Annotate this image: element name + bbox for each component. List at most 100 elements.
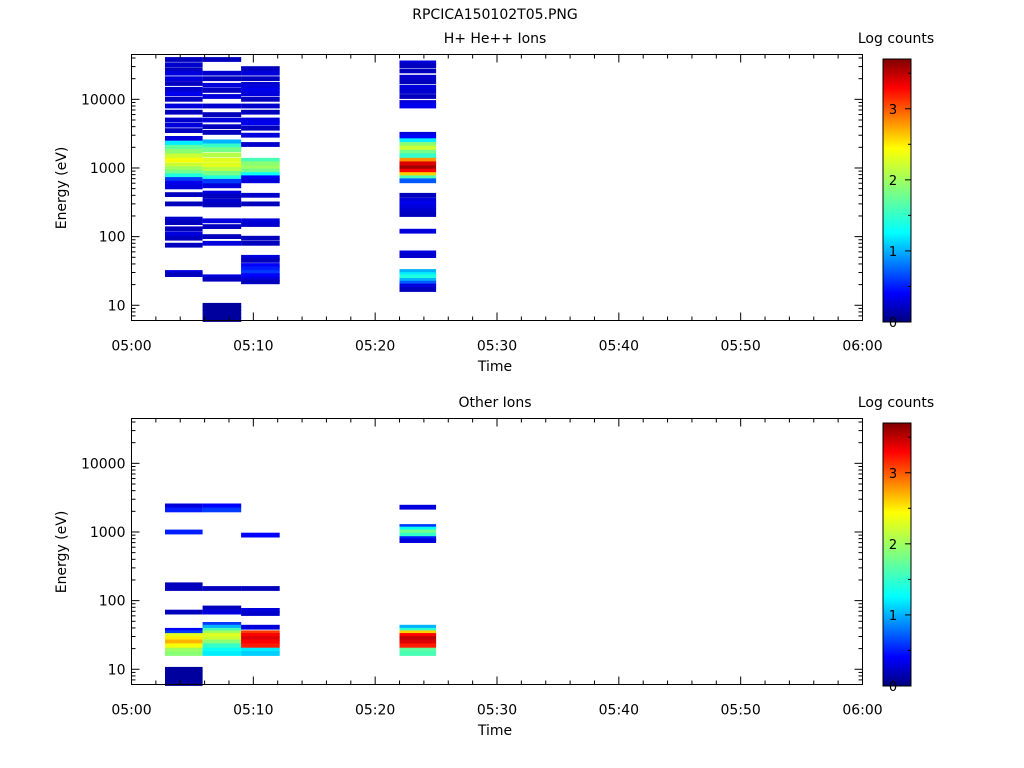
heatmap-cell: [165, 582, 203, 588]
heatmap-cell: [241, 201, 280, 207]
x-axis: 05:00 05:10 05:20 05:30 05:40 05:50 06:00: [111, 54, 883, 355]
heatmap-cell: [399, 269, 437, 274]
y-tick-label: 100: [99, 230, 126, 246]
heatmap-cell: [399, 201, 437, 207]
heatmap-cell: [165, 117, 203, 123]
heatmap-cell: [399, 208, 437, 213]
heatmap-cell: [202, 162, 242, 168]
heatmap-cell: [165, 503, 203, 509]
heatmap-cell: [165, 128, 203, 133]
heatmap-cell: [165, 62, 203, 68]
heatmap-cell: [399, 636, 437, 641]
heatmap-cell: [399, 145, 437, 151]
heatmap-cell: [165, 677, 203, 683]
y-tick-label: 10000: [81, 92, 126, 108]
heatmap-cell: [165, 136, 203, 141]
x-axis-label: Time: [477, 359, 512, 375]
y-tick-label: 1000: [90, 525, 126, 541]
heatmap-cell: [165, 201, 203, 207]
heatmap-cell: [399, 168, 437, 174]
heatmap-cell: [241, 125, 280, 131]
heatmap-cell: [202, 507, 242, 513]
heatmap-cell: [399, 630, 437, 636]
heatmap-cell: [202, 157, 242, 163]
heatmap-cell: [202, 178, 242, 184]
heatmap-cell: [165, 586, 203, 591]
heatmap-cell: [202, 627, 242, 633]
heatmap-cell: [202, 643, 242, 649]
heatmap-cell: [202, 636, 242, 641]
heatmap-cell: [165, 81, 203, 86]
heatmap-cell: [399, 526, 437, 532]
heatmap-cell: [202, 198, 242, 204]
heatmap-cell: [241, 103, 280, 109]
y-tick-label: 1000: [90, 161, 126, 177]
heatmap-cell: [202, 306, 242, 311]
heatmap-cell: [399, 149, 437, 155]
heatmap-cell: [241, 192, 280, 198]
heatmap-cell: [202, 624, 242, 630]
heatmap-cell: [241, 120, 280, 126]
heatmap-cell: [241, 109, 280, 115]
colorbar-ticks: 0 1 2 3: [889, 72, 911, 331]
heatmap-cell: [399, 280, 437, 286]
heatmap-cell: [399, 84, 437, 90]
heatmap-cell: [165, 216, 203, 222]
heatmap-cell: [241, 84, 280, 90]
heatmap-cell: [202, 70, 242, 76]
heatmap-cell: [241, 636, 280, 641]
heatmap-cell: [165, 109, 203, 115]
heatmap-cell: [241, 66, 280, 71]
heatmap-cell: [241, 175, 280, 181]
heatmap-cell: [241, 624, 280, 630]
heatmap-cell: [202, 633, 242, 638]
heatmap-cell: [165, 86, 203, 92]
heatmap-cells: [165, 503, 437, 686]
heatmap-cell: [202, 605, 242, 611]
heatmap-cell: [399, 142, 437, 147]
x-tick-label: 05:00: [111, 339, 151, 355]
heatmap-cell: [165, 643, 203, 649]
heatmap-cell: [399, 178, 437, 184]
heatmap-cell: [165, 627, 203, 633]
heatmap-cell: [202, 202, 242, 208]
heatmap-cell: [202, 224, 242, 229]
heatmap-cell: [399, 172, 437, 177]
heatmap-cell: [165, 639, 203, 645]
heatmap-cell: [399, 161, 437, 167]
heatmap-cell: [241, 276, 280, 282]
colorbar-label: Log counts: [858, 395, 934, 411]
heatmap-cell: [399, 504, 437, 510]
heatmap-cell: [165, 235, 203, 241]
heatmap-cell: [165, 57, 203, 62]
heatmap-cell: [241, 254, 280, 260]
heatmap-cell: [399, 165, 437, 171]
heatmap-cell: [399, 651, 437, 656]
heatmap-cell: [202, 152, 242, 158]
heatmap-cell: [241, 178, 280, 184]
heatmap-cell: [202, 193, 242, 199]
heatmap-cell: [399, 103, 437, 109]
heatmap-cell: [241, 96, 280, 102]
heatmap-cell: [165, 681, 203, 686]
heatmap-cell: [165, 153, 203, 159]
heatmap-cell: [165, 630, 203, 636]
heatmap-cell: [399, 60, 437, 66]
heatmap-cell: [202, 167, 242, 172]
heatmap-cell: [202, 88, 242, 93]
heatmap-cell: [165, 647, 203, 653]
heatmap-cell: [165, 220, 203, 225]
heatmap-cell: [165, 651, 203, 656]
heatmap-cell: [399, 74, 437, 80]
heatmap-cell: [165, 122, 203, 128]
heatmap-cell: [202, 190, 242, 196]
heatmap-cell: [399, 134, 437, 140]
heatmap-cell: [399, 63, 437, 68]
y-axis: 10 100 1000 10000: [81, 421, 863, 685]
heatmap-cell: [241, 263, 280, 268]
heatmap-cell: [399, 283, 437, 289]
heatmap-cell: [241, 117, 280, 123]
heatmap-cell: [399, 532, 437, 538]
heatmap-cell: [241, 270, 280, 275]
heatmap-cell: [202, 94, 242, 99]
